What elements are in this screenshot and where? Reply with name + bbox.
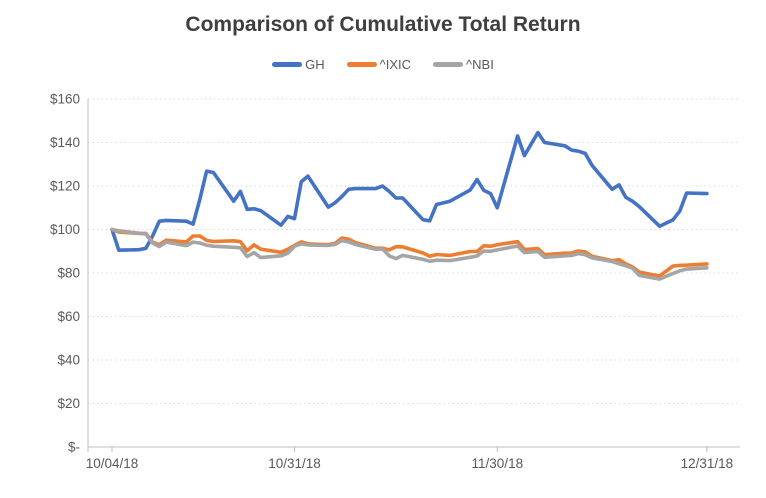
y-tick-label-140: $140 [50,135,80,150]
ixic-legend-swatch [346,62,377,67]
ixic-legend-label: ^IXIC [379,57,412,72]
y-tick-label-120: $120 [50,179,80,194]
y-tick-label-40: $40 [57,353,80,368]
x-tick-label-10-04-18: 10/04/18 [86,456,139,471]
y-tick-label-60: $60 [57,309,80,324]
nbi-legend-swatch [433,62,464,67]
y-tick-label-160: $160 [50,92,80,107]
gh-series-line [110,130,709,252]
nbi-series-line [110,227,709,281]
x-tick-label-10-31-18: 10/31/18 [268,456,321,471]
y-tick-label-100: $100 [50,222,80,237]
gh-legend-label: GH [305,57,325,72]
nbi-legend-label: ^NBI [466,57,494,72]
y-tick-label-0: $- [68,440,80,455]
legend-item-gh: GH [272,57,325,72]
y-tick-label-20: $20 [57,396,80,411]
x-tick-label-12-31-18: 12/31/18 [681,456,734,471]
y-tick-label-80: $80 [57,266,80,281]
gh-legend-swatch [272,62,303,67]
legend-item-nbi: ^NBI [433,57,494,72]
chart-legend: GH ^IXIC ^NBI [0,57,766,72]
x-tick-label-11-30-18: 11/30/18 [472,456,524,471]
chart-title: Comparison of Cumulative Total Return [185,13,581,36]
legend-item-ixic: ^IXIC [346,57,412,72]
ixic-series-line [110,227,709,278]
